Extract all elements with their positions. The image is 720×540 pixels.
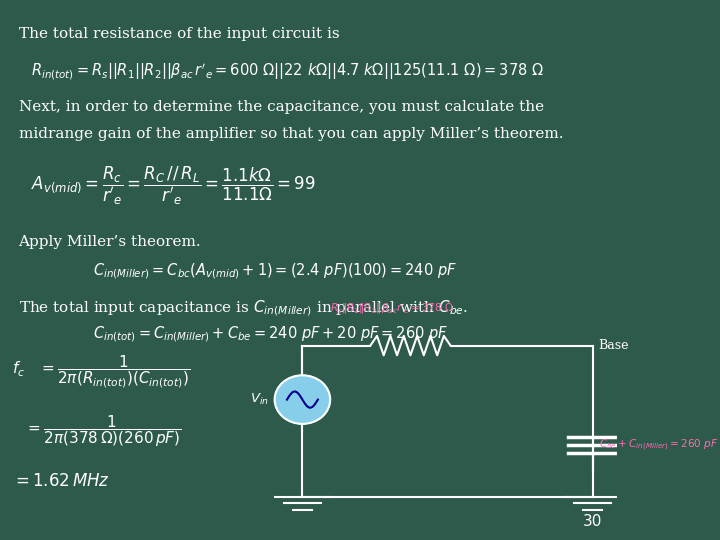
Circle shape	[274, 375, 330, 424]
Text: $f_c \quad = \dfrac{1}{2\pi(R_{in(tot)})(C_{in(tot)})}$: $f_c \quad = \dfrac{1}{2\pi(R_{in(tot)})…	[12, 354, 190, 390]
Text: Next, in order to determine the capacitance, you must calculate the: Next, in order to determine the capacita…	[19, 100, 544, 114]
Text: The total resistance of the input circuit is: The total resistance of the input circui…	[19, 27, 339, 41]
Text: $C_{in(tot)} = C_{in(Miller)} + C_{be} = 240\ pF + 20\ pF = 260\ pF$: $C_{in(tot)} = C_{in(Miller)} + C_{be} =…	[93, 324, 448, 343]
Text: Apply Miller’s theorem.: Apply Miller’s theorem.	[19, 235, 201, 249]
Text: $= \dfrac{1}{2\pi(378\,\Omega)(260\,pF)}$: $= \dfrac{1}{2\pi(378\,\Omega)(260\,pF)}…	[24, 413, 181, 449]
Text: Base: Base	[598, 339, 629, 352]
Text: midrange gain of the amplifier so that you can apply Miller’s theorem.: midrange gain of the amplifier so that y…	[19, 127, 563, 141]
Text: $R_s \| R_1 \| R_2 \| \beta_{ac}r'_e = 378\ \Omega$: $R_s \| R_1 \| R_2 \| \beta_{ac}r'_e = 3…	[330, 301, 454, 316]
Text: The total input capacitance is $C_{in(Miller)}$ in parallel with $C_{be}$.: The total input capacitance is $C_{in(Mi…	[19, 298, 468, 318]
Text: $C_{in(Miller)} = C_{bc}(A_{v(mid)} + 1) = (2.4\ pF)(100) = 240\ pF$: $C_{in(Miller)} = C_{bc}(A_{v(mid)} + 1)…	[93, 262, 456, 281]
Text: $C_{be} + C_{in(Miller)} = 260\ pF$: $C_{be} + C_{in(Miller)} = 260\ pF$	[598, 437, 719, 453]
Text: 30: 30	[582, 514, 602, 529]
Text: $= 1.62\,MHz$: $= 1.62\,MHz$	[12, 472, 110, 489]
Text: $R_{in(tot)} = R_s||R_1||R_2||\beta_{ac}\, r'_e = 600\ \Omega||22\ k\Omega||4.7\: $R_{in(tot)} = R_s||R_1||R_2||\beta_{ac}…	[31, 62, 544, 82]
Text: $A_{v(mid)} = \dfrac{R_c}{r'_e} = \dfrac{R_C\,//\,R_L}{r'_e} = \dfrac{1.1k\Omega: $A_{v(mid)} = \dfrac{R_c}{r'_e} = \dfrac…	[31, 165, 316, 207]
Text: $V_{in}$: $V_{in}$	[250, 392, 269, 407]
